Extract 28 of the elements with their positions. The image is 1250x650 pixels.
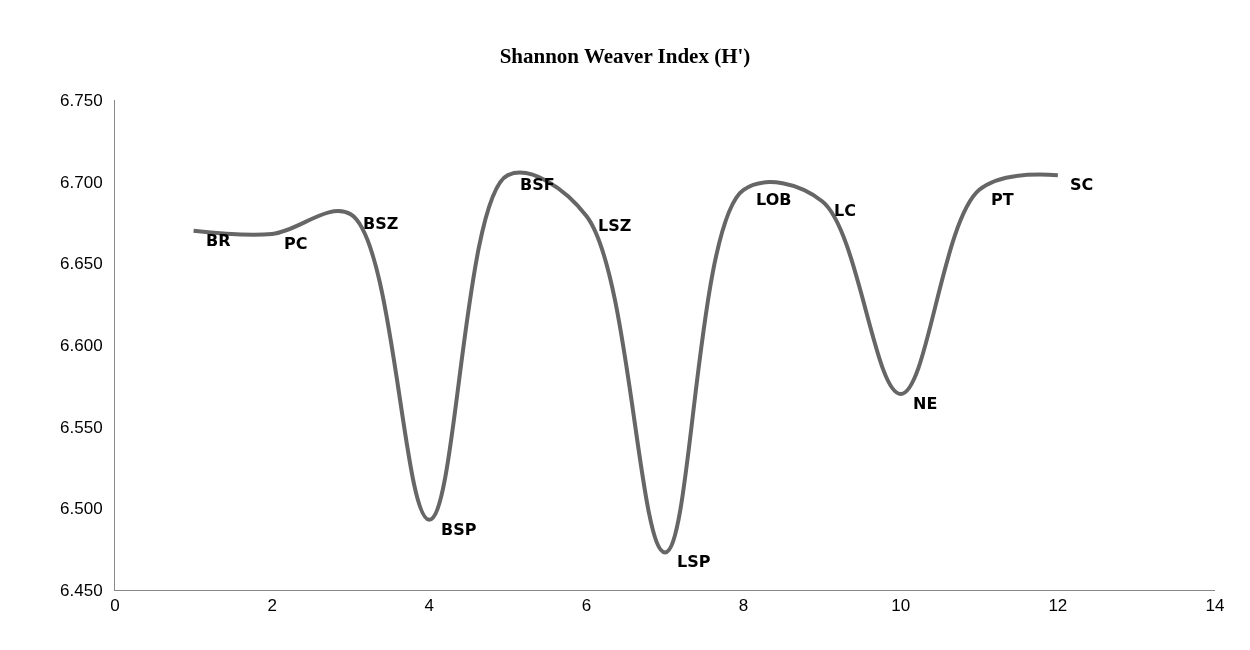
chart-title: Shannon Weaver Index (H') xyxy=(499,44,751,69)
x-tick-label: 0 xyxy=(110,596,120,616)
x-tick-label: 8 xyxy=(738,596,749,616)
annotation: LC xyxy=(834,201,856,220)
annotation: NE xyxy=(913,394,938,413)
x-tick-label: 10 xyxy=(891,596,911,616)
annotation: BSZ xyxy=(363,214,399,233)
annotation: BSF xyxy=(520,175,555,194)
annotation: BR xyxy=(206,231,231,250)
x-tick-label: 4 xyxy=(424,596,435,616)
annotation: PC xyxy=(284,234,308,253)
y-tick-label: 6.450 xyxy=(60,580,103,600)
y-tick-label: 6.650 xyxy=(60,254,103,274)
annotation: LOB xyxy=(756,190,792,209)
y-tick-label: 6.600 xyxy=(60,335,103,355)
annotation: SC xyxy=(1070,175,1094,194)
annotation: LSZ xyxy=(598,216,632,235)
annotation: LSP xyxy=(677,552,711,571)
y-tick-label: 6.750 xyxy=(60,90,103,110)
y-tick-label: 6.500 xyxy=(60,499,103,519)
x-tick-label: 6 xyxy=(581,596,592,616)
x-tick-label: 2 xyxy=(267,596,277,616)
x-tick-label: 14 xyxy=(1205,596,1225,616)
annotation: BSP xyxy=(441,520,477,539)
annotation: PT xyxy=(991,190,1014,209)
y-tick-label: 6.550 xyxy=(60,417,103,437)
y-tick-label: 6.700 xyxy=(60,172,103,192)
x-tick-label: 12 xyxy=(1048,596,1068,616)
